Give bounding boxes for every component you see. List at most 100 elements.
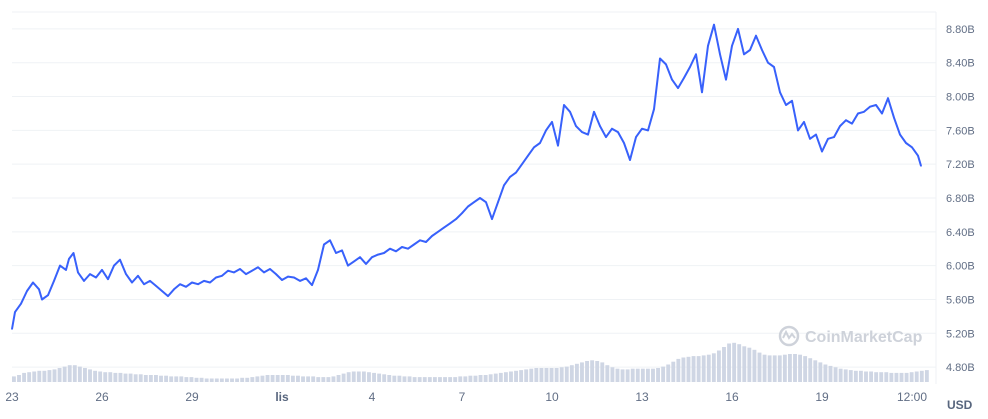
volume-bar xyxy=(311,376,316,382)
volume-bar xyxy=(22,372,27,382)
price-point xyxy=(275,273,277,275)
volume-bar xyxy=(47,370,52,382)
price-point xyxy=(26,290,28,292)
price-point xyxy=(473,201,475,203)
volume-bar xyxy=(316,377,321,382)
volume-bar xyxy=(179,376,184,382)
price-point xyxy=(227,269,229,272)
volume-bar xyxy=(204,378,209,382)
price-point xyxy=(869,105,871,108)
volume-bar xyxy=(539,368,544,382)
price-point xyxy=(377,253,379,256)
price-point xyxy=(77,271,79,274)
volume-bar xyxy=(656,368,660,382)
volume-bar xyxy=(392,375,397,382)
price-point xyxy=(623,142,625,144)
volume-bar xyxy=(813,360,818,382)
price-point xyxy=(11,328,13,330)
volume-bar xyxy=(858,370,863,382)
price-point xyxy=(221,275,223,277)
volume-bar xyxy=(361,371,366,382)
volume-bar xyxy=(458,376,463,382)
price-point xyxy=(803,121,805,123)
volume-bar xyxy=(666,364,671,382)
volume-bar xyxy=(270,375,275,382)
price-point xyxy=(251,269,253,272)
volume-bar xyxy=(402,376,407,382)
price-point xyxy=(263,271,265,274)
volume-bar xyxy=(377,373,382,382)
volume-bar xyxy=(914,371,919,382)
volume-bar xyxy=(767,355,772,382)
volume-bar xyxy=(722,347,726,382)
y-tick-label: 6.40B xyxy=(946,227,975,239)
watermark-text: CoinMarketCap xyxy=(805,329,923,346)
volume-bar xyxy=(498,372,503,382)
volume-bar xyxy=(255,376,260,382)
volume-bar xyxy=(671,361,676,382)
price-point xyxy=(449,222,451,225)
volume-bar xyxy=(904,372,909,382)
volume-bar xyxy=(924,370,929,382)
volume-bar xyxy=(143,375,148,382)
coinmarketcap-logo-icon xyxy=(778,325,800,347)
volume-bar xyxy=(356,371,361,382)
volume-bar xyxy=(509,371,513,382)
volume-bar xyxy=(98,371,103,382)
price-point xyxy=(287,275,289,278)
price-point xyxy=(875,104,877,106)
volume-bar xyxy=(225,378,229,382)
volume-bar xyxy=(72,365,77,382)
volume-bar xyxy=(691,356,696,382)
volume-bar xyxy=(793,354,797,382)
volume-bar xyxy=(828,365,833,382)
volume-bar xyxy=(848,370,853,382)
volume-bar xyxy=(716,350,721,382)
volume-bar xyxy=(159,375,163,382)
volume-bar xyxy=(432,377,437,382)
price-point xyxy=(887,97,889,99)
volume-bar xyxy=(164,375,169,382)
volume-bar xyxy=(412,377,417,382)
price-point xyxy=(437,231,439,233)
volume-bar xyxy=(838,368,843,382)
price-point xyxy=(497,201,499,203)
price-point xyxy=(347,264,349,267)
volume-bar xyxy=(321,377,326,382)
volume-bar xyxy=(296,375,300,382)
price-point xyxy=(563,104,565,106)
volume-bar xyxy=(519,370,524,382)
price-point xyxy=(161,290,163,292)
price-point xyxy=(59,264,61,267)
volume-bar xyxy=(909,372,914,382)
volume-bar xyxy=(67,365,72,382)
price-point xyxy=(665,63,667,66)
price-point xyxy=(209,281,211,284)
volume-bar xyxy=(235,378,240,382)
volume-bar xyxy=(524,369,529,382)
price-point xyxy=(47,294,49,297)
volume-bar xyxy=(93,370,98,382)
price-point xyxy=(137,275,139,277)
price-point xyxy=(611,127,613,130)
volume-bar xyxy=(108,372,113,382)
volume-bar xyxy=(341,373,346,382)
volume-bar xyxy=(823,364,828,382)
price-point xyxy=(689,66,691,68)
price-point xyxy=(401,246,403,248)
volume-bar xyxy=(869,371,874,382)
price-point xyxy=(245,273,247,275)
price-point xyxy=(659,57,661,60)
price-point xyxy=(467,205,469,208)
price-point xyxy=(191,281,193,284)
volume-bar xyxy=(503,372,508,382)
volume-bar xyxy=(306,376,311,382)
price-point xyxy=(131,281,133,284)
volume-bar xyxy=(372,372,376,382)
volume-bar xyxy=(737,344,742,382)
price-point xyxy=(629,159,631,161)
price-point xyxy=(329,239,331,242)
price-point xyxy=(743,53,745,56)
volume-bar xyxy=(417,377,422,382)
